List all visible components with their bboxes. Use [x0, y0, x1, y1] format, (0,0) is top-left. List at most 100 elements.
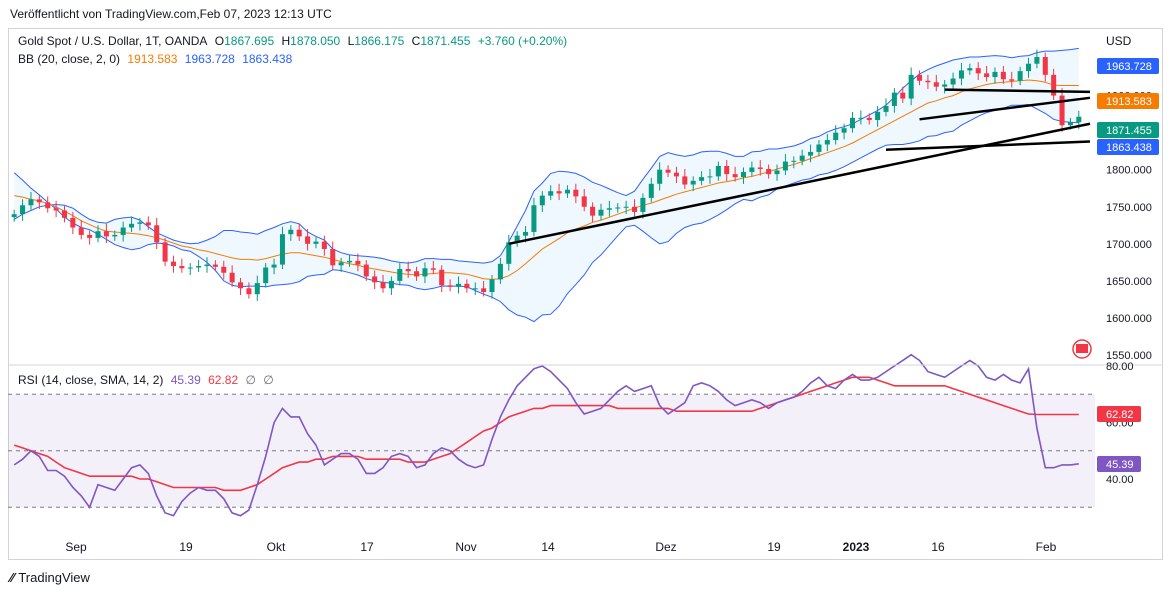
candle: [883, 105, 889, 112]
candle: [246, 288, 252, 295]
candle: [338, 262, 344, 266]
rsi-value: 45.39: [170, 373, 201, 387]
trendline-drawing: [944, 88, 1091, 94]
candle: [430, 268, 436, 270]
candle: [95, 231, 101, 238]
candle: [61, 210, 68, 218]
bb-upper-line: [13, 47, 1079, 264]
candle: [782, 161, 788, 171]
candle: [967, 68, 973, 71]
rsi-sma-value: 62.82: [208, 373, 239, 387]
price-badge-label: 1871.455: [1106, 125, 1152, 137]
candle: [699, 177, 705, 181]
price-badge-close: [1097, 122, 1159, 138]
candle: [204, 264, 210, 267]
candle: [388, 280, 394, 289]
candle: [1051, 74, 1057, 96]
candle: [1034, 57, 1040, 64]
candle: [858, 117, 864, 119]
candle: [254, 283, 260, 295]
candle: [70, 217, 76, 228]
candle: [791, 160, 797, 162]
candle: [355, 260, 361, 265]
candle: [1000, 71, 1006, 80]
time-tick-label: 2023: [843, 540, 870, 554]
time-tick-label: Nov: [455, 540, 476, 554]
open-label: O: [214, 34, 225, 48]
candle: [321, 241, 327, 250]
close-label: C: [411, 34, 421, 48]
candle: [598, 209, 604, 216]
time-tick-label: 17: [360, 540, 374, 554]
time-tick-label: Dez: [655, 540, 676, 554]
candle: [129, 223, 135, 228]
candle: [766, 168, 772, 175]
rsi-title: RSI (14, close, SMA, 14, 2): [18, 373, 164, 387]
rsi-tick-label: 40.00: [1106, 474, 1134, 486]
tradingview-logo-icon: ⁄⁄: [10, 570, 15, 585]
candle: [665, 169, 671, 173]
candle: [120, 227, 126, 235]
price-tick-label: 1750.000: [1106, 202, 1152, 214]
candle: [372, 276, 378, 283]
event-flag-icon: [1076, 344, 1088, 353]
candle: [87, 234, 93, 238]
rsi-badge-label: 45.39: [1106, 459, 1134, 471]
candle: [464, 283, 470, 289]
candle: [833, 132, 839, 141]
candle: [179, 266, 185, 269]
candle: [950, 78, 956, 85]
candle: [942, 84, 948, 87]
time-tick-label: 19: [179, 540, 193, 554]
candle: [514, 235, 520, 243]
candle: [523, 231, 529, 236]
candle: [196, 266, 202, 268]
chart-frame: [8, 28, 1163, 560]
candle: [103, 231, 109, 237]
candle: [305, 236, 311, 244]
candle: [221, 266, 227, 273]
rsi-legend: RSI (14, close, SMA, 14, 2) 45.39 62.82 …: [18, 373, 278, 387]
close-value: 1871.455: [420, 34, 471, 48]
rsi-badge-label: 62.82: [1106, 409, 1134, 421]
candle: [11, 214, 17, 218]
candle: [1076, 116, 1082, 123]
candle: [975, 68, 981, 74]
candle: [187, 267, 193, 269]
candle: [397, 269, 403, 281]
rsi-pane: [8, 353, 1095, 517]
candle: [414, 271, 420, 277]
bb-legend: BB (20, close, 2, 0) 1913.583 1963.728 1…: [18, 52, 296, 66]
candle: [506, 242, 512, 264]
candle: [497, 263, 503, 280]
time-tick-label: Okt: [267, 540, 286, 554]
candle: [606, 208, 612, 210]
candle: [707, 176, 713, 178]
candle: [648, 183, 654, 198]
candle: [472, 288, 478, 290]
candle: [229, 272, 235, 283]
time-tick-label: 19: [767, 540, 781, 554]
candle: [690, 180, 696, 185]
tradingview-logo[interactable]: ⁄⁄ TradingView: [10, 570, 90, 585]
candle: [78, 227, 84, 235]
candle: [657, 169, 663, 184]
candle: [53, 208, 59, 211]
candle: [615, 207, 621, 209]
candle: [849, 117, 855, 129]
candle: [489, 279, 495, 292]
candle: [673, 172, 679, 177]
candle: [799, 155, 805, 161]
candle: [992, 71, 998, 78]
candle: [623, 206, 629, 208]
candle: [405, 269, 411, 272]
candle: [154, 225, 160, 243]
candle: [455, 283, 461, 287]
candle: [145, 222, 151, 226]
time-tick-label: Sep: [65, 540, 87, 554]
candle: [539, 195, 545, 206]
candle: [925, 80, 931, 83]
candle: [816, 144, 822, 152]
rsi-sma-line: [13, 376, 1079, 492]
